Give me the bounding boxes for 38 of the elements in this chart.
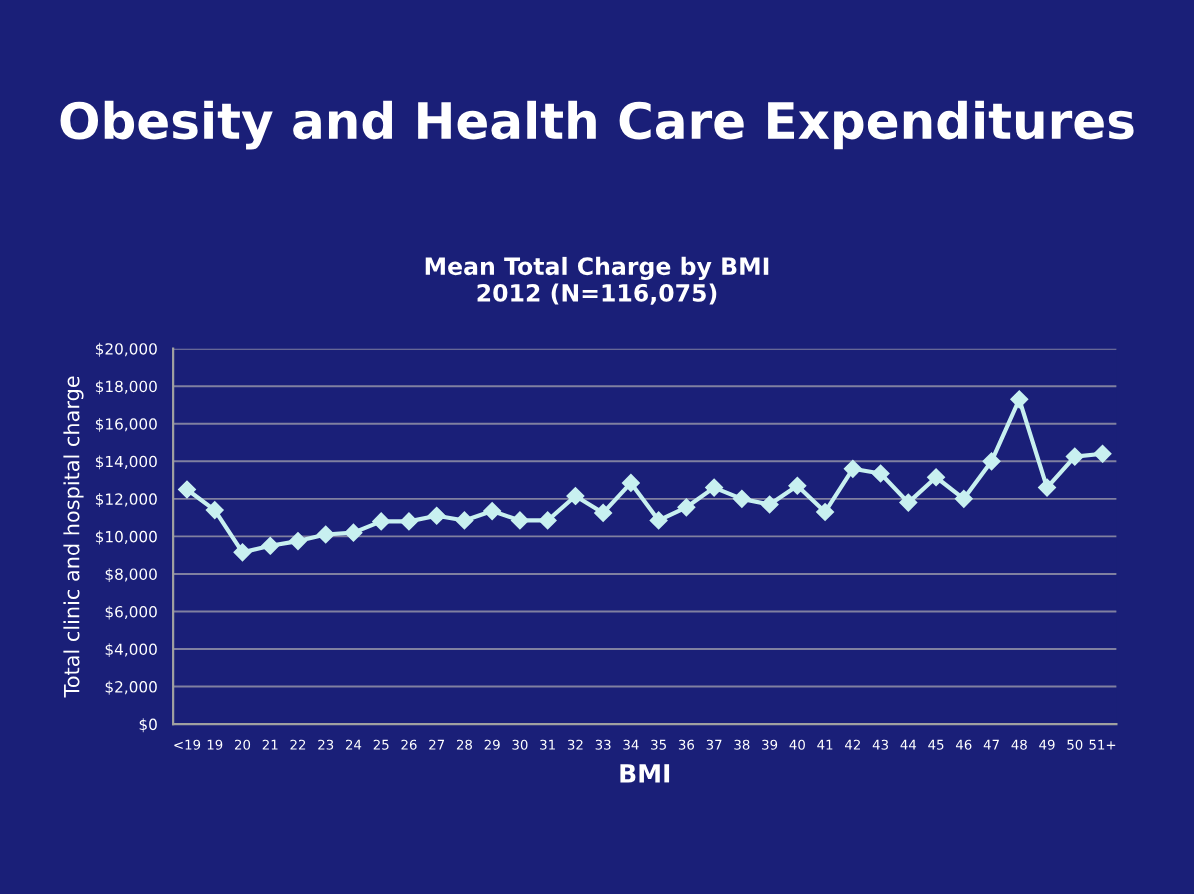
point bbox=[649, 511, 668, 530]
point bbox=[899, 493, 918, 512]
point bbox=[1038, 478, 1056, 497]
point bbox=[261, 536, 280, 555]
point bbox=[289, 532, 307, 550]
point bbox=[677, 498, 696, 517]
point bbox=[954, 489, 973, 508]
point bbox=[427, 506, 446, 525]
point bbox=[344, 523, 363, 542]
point bbox=[594, 504, 613, 522]
point bbox=[843, 459, 862, 478]
x-axis-title: BMI bbox=[620, 764, 670, 783]
point bbox=[316, 525, 335, 544]
point bbox=[732, 489, 751, 508]
point bbox=[538, 511, 557, 530]
point bbox=[483, 502, 502, 520]
point bbox=[705, 478, 724, 497]
point bbox=[400, 512, 418, 531]
point bbox=[927, 468, 945, 487]
point bbox=[178, 480, 196, 499]
point bbox=[233, 543, 252, 562]
point bbox=[205, 501, 224, 520]
point bbox=[760, 495, 779, 514]
point bbox=[982, 452, 1001, 471]
point bbox=[1010, 390, 1029, 409]
point bbox=[566, 487, 585, 505]
point bbox=[455, 511, 474, 530]
point bbox=[788, 476, 807, 495]
y-axis-title: Total clinic and hospital charge bbox=[63, 376, 84, 698]
point bbox=[511, 511, 529, 530]
point bbox=[372, 512, 391, 531]
point bbox=[621, 474, 640, 492]
point bbox=[1065, 447, 1084, 466]
point bbox=[1093, 444, 1112, 463]
point bbox=[816, 503, 834, 521]
chart-title: Obesity and Health Care Expenditures bbox=[60, 100, 1134, 150]
chart-subtitle: Mean Total Charge by BMI 2012 (N=116,075) bbox=[425, 256, 769, 305]
point bbox=[871, 464, 890, 483]
